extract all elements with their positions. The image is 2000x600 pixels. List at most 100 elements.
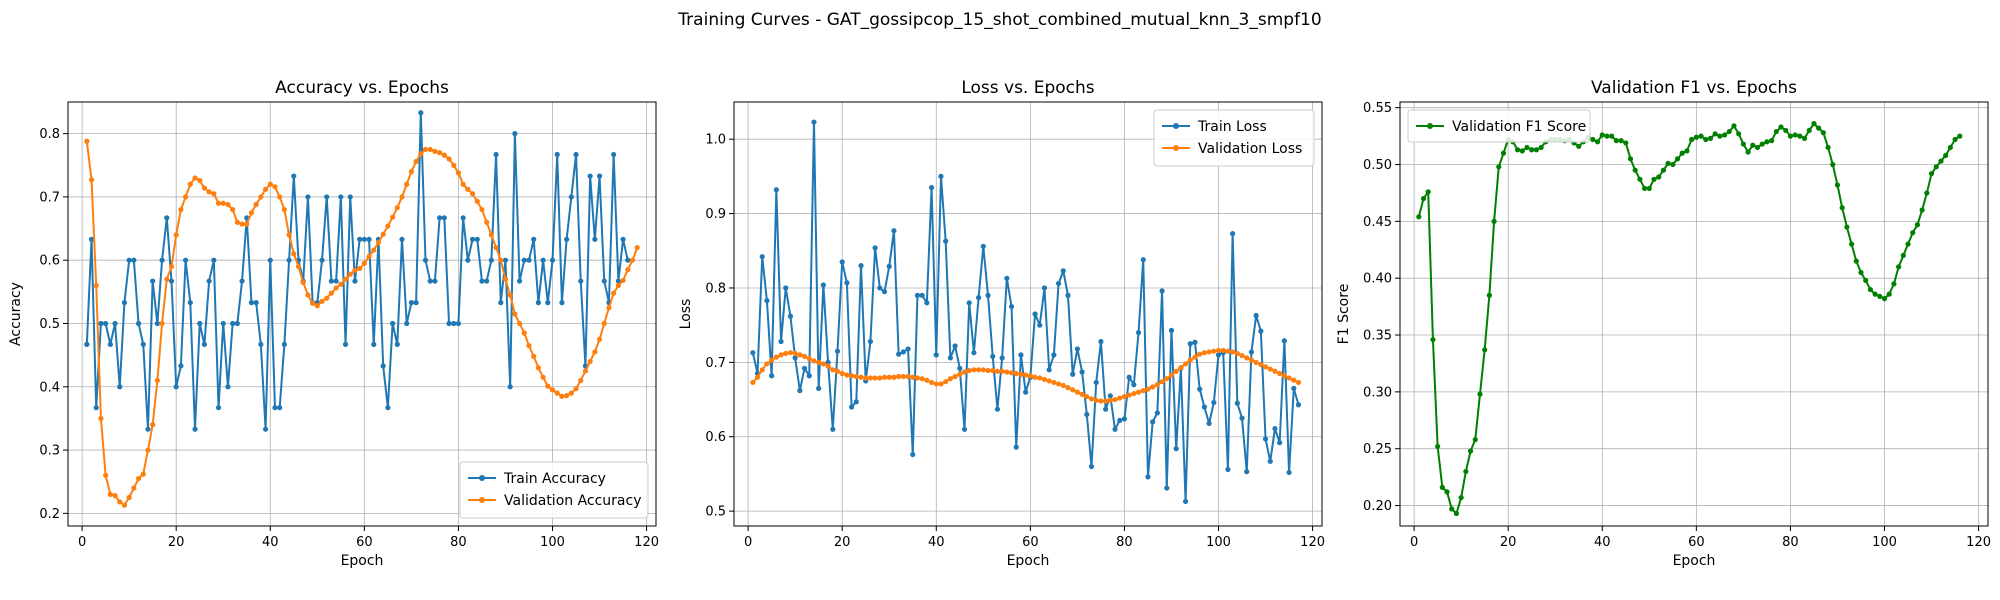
- data-point: [1881, 296, 1888, 302]
- data-point: [540, 374, 546, 380]
- data-point: [1839, 205, 1845, 211]
- data-point: [258, 341, 264, 347]
- data-point: [928, 184, 935, 191]
- loss-panel: 0 20 40 60 80 100 120 0.5 0.6 0.7 0.8 0.9 1.0 Loss vs…: [678, 78, 1325, 569]
- data-point: [1192, 339, 1198, 345]
- data-point: [1131, 382, 1137, 388]
- data-point: [1206, 349, 1212, 355]
- data-point: [88, 177, 95, 183]
- data-point: [1491, 218, 1497, 224]
- data-point: [1230, 231, 1236, 237]
- data-point: [1051, 379, 1057, 386]
- x-tick-label: 120: [1300, 535, 1325, 550]
- data-point: [305, 292, 311, 298]
- x-tick-label: 100: [540, 535, 565, 550]
- data-point: [1272, 425, 1278, 432]
- data-point: [150, 422, 156, 428]
- data-point: [1103, 398, 1109, 404]
- data-point: [1576, 143, 1582, 149]
- data-point: [474, 236, 480, 242]
- data-point: [272, 184, 278, 190]
- data-point: [244, 221, 250, 227]
- data-point: [754, 374, 761, 380]
- data-point: [961, 369, 968, 375]
- data-point: [1131, 390, 1137, 397]
- data-point: [1135, 330, 1142, 336]
- data-point: [164, 276, 170, 282]
- data-point: [535, 300, 542, 306]
- data-point: [976, 295, 982, 301]
- data-point: [422, 146, 429, 153]
- data-point: [183, 194, 189, 200]
- data-point: [286, 232, 292, 238]
- data-point: [366, 253, 372, 260]
- data-point: [1215, 352, 1222, 358]
- data-point: [206, 189, 212, 195]
- data-point: [1853, 258, 1859, 264]
- data-point: [168, 263, 175, 270]
- data-point: [545, 383, 551, 389]
- data-point: [1267, 458, 1273, 464]
- data-point: [1286, 375, 1292, 381]
- data-point: [1084, 393, 1090, 400]
- data-point: [1463, 468, 1469, 475]
- data-point: [994, 368, 1001, 374]
- data-point: [1041, 285, 1048, 291]
- legend: Train Accuracy Validation Accuracy: [459, 461, 649, 519]
- data-point: [441, 152, 447, 158]
- data-point: [131, 485, 137, 491]
- data-point: [1529, 147, 1535, 153]
- data-point: [1018, 371, 1024, 377]
- data-point: [516, 320, 523, 327]
- data-point: [526, 343, 532, 349]
- legend-swatch-marker: [1427, 123, 1433, 129]
- data-point: [1754, 144, 1761, 151]
- data-point: [900, 373, 906, 380]
- data-point: [1736, 131, 1742, 137]
- data-point: [1004, 369, 1010, 375]
- data-point: [1863, 277, 1869, 284]
- data-point: [797, 388, 803, 394]
- data-point: [361, 260, 367, 266]
- y-tick-label: 0.7: [39, 190, 60, 205]
- data-point: [1055, 280, 1062, 287]
- data-point: [601, 278, 607, 284]
- data-point: [211, 257, 217, 263]
- data-point: [1928, 171, 1935, 177]
- data-point: [507, 384, 513, 390]
- data-point: [1524, 144, 1530, 151]
- y-tick-label: 0.7: [705, 356, 726, 371]
- data-point: [1792, 132, 1798, 138]
- data-point: [1778, 124, 1784, 130]
- data-point: [1107, 397, 1113, 403]
- data-point: [976, 367, 982, 373]
- data-point: [1674, 156, 1681, 162]
- data-point: [432, 148, 438, 154]
- data-point: [634, 244, 640, 251]
- data-point: [877, 375, 883, 381]
- data-point: [994, 406, 1001, 412]
- data-point: [389, 320, 396, 327]
- data-point: [1262, 436, 1269, 442]
- data-point: [1281, 338, 1287, 344]
- legend-box: [1407, 109, 1591, 143]
- data-point: [759, 254, 765, 260]
- x-axis-label: Epoch: [1007, 553, 1050, 569]
- data-point: [441, 215, 447, 221]
- data-point: [1783, 127, 1789, 134]
- data-point: [324, 295, 330, 301]
- data-point: [1008, 370, 1015, 376]
- data-point: [347, 271, 353, 277]
- data-point: [1023, 372, 1029, 378]
- y-tick-label: 0.50: [1363, 158, 1392, 173]
- data-point: [1060, 382, 1066, 389]
- accuracy-panel: 0 20 40 60 80 100 120 0.2 0.3 0.4 0.5 0.6 0.7 0.8 Accu…: [8, 78, 659, 569]
- data-point: [606, 305, 612, 311]
- data-point: [1065, 292, 1071, 298]
- data-point: [938, 173, 944, 179]
- data-point: [1886, 291, 1892, 297]
- data-point: [375, 239, 382, 246]
- data-point: [328, 278, 335, 284]
- data-point: [568, 194, 574, 200]
- data-point: [1891, 281, 1897, 287]
